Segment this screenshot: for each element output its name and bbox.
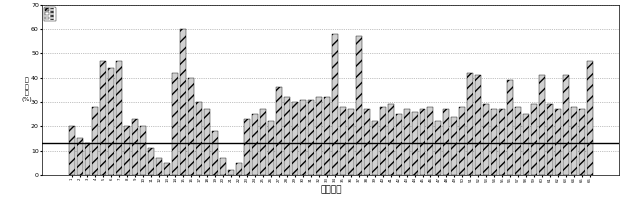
Legend: 陽性, 陰性, 境界: 陽性, 陰性, 境界 xyxy=(44,7,55,21)
Bar xyxy=(388,104,394,175)
Bar xyxy=(491,109,497,175)
Bar xyxy=(276,87,282,175)
Bar xyxy=(93,107,98,175)
Bar xyxy=(531,104,537,175)
Bar xyxy=(300,100,306,175)
Bar xyxy=(116,61,123,175)
Bar xyxy=(164,163,170,175)
Bar xyxy=(443,109,450,175)
Bar xyxy=(460,107,465,175)
Bar xyxy=(396,114,402,175)
Bar xyxy=(268,122,274,175)
Bar xyxy=(467,73,473,175)
Bar xyxy=(132,119,138,175)
Bar xyxy=(172,73,179,175)
Bar xyxy=(156,158,162,175)
Bar xyxy=(148,148,154,175)
Bar xyxy=(427,107,434,175)
Bar xyxy=(292,102,298,175)
Bar xyxy=(475,75,481,175)
Bar xyxy=(483,104,490,175)
Bar xyxy=(180,29,186,175)
Bar xyxy=(508,80,513,175)
Bar xyxy=(547,104,553,175)
Bar xyxy=(419,109,425,175)
Bar xyxy=(571,107,577,175)
Bar xyxy=(364,109,369,175)
Bar xyxy=(579,109,585,175)
Bar xyxy=(284,97,290,175)
Bar xyxy=(332,34,338,175)
Bar xyxy=(212,131,218,175)
Bar xyxy=(340,107,346,175)
Bar xyxy=(141,126,146,175)
Bar xyxy=(452,117,457,175)
Bar xyxy=(108,68,114,175)
Bar xyxy=(85,143,90,175)
Bar xyxy=(308,100,314,175)
Bar xyxy=(324,97,330,175)
Bar xyxy=(204,109,210,175)
Bar xyxy=(379,107,386,175)
Bar xyxy=(563,75,569,175)
Bar xyxy=(555,109,561,175)
Bar xyxy=(188,78,194,175)
Bar xyxy=(523,114,529,175)
Bar xyxy=(252,114,258,175)
Bar xyxy=(260,109,266,175)
Bar xyxy=(196,102,202,175)
Bar xyxy=(356,36,361,175)
Bar xyxy=(101,61,106,175)
Bar xyxy=(404,109,409,175)
Bar xyxy=(435,122,442,175)
Bar xyxy=(539,75,545,175)
Bar xyxy=(515,107,521,175)
Bar xyxy=(587,61,593,175)
Bar xyxy=(220,158,226,175)
Bar xyxy=(68,126,75,175)
Bar xyxy=(499,109,505,175)
Bar xyxy=(228,170,234,175)
Bar xyxy=(124,126,131,175)
Bar xyxy=(412,112,417,175)
Bar xyxy=(348,109,354,175)
Bar xyxy=(244,119,250,175)
Bar xyxy=(316,97,322,175)
Y-axis label: 抑
制
率
(%): 抑 制 率 (%) xyxy=(21,78,32,102)
Bar xyxy=(236,163,242,175)
X-axis label: ウシ唾液: ウシ唾液 xyxy=(320,185,341,194)
Bar xyxy=(372,122,378,175)
Bar xyxy=(77,138,83,175)
